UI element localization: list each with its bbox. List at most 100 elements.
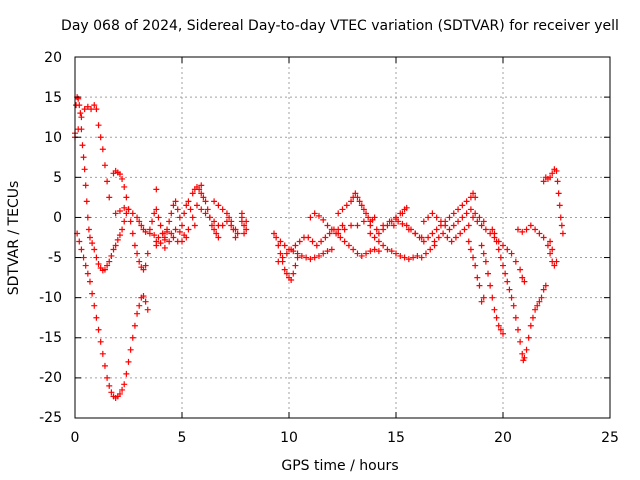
data-point [170, 234, 177, 241]
data-point [110, 246, 117, 253]
data-point [179, 222, 185, 229]
data-point [414, 252, 421, 259]
series-stray [153, 182, 205, 251]
data-point [420, 218, 427, 225]
y-tick-label: -5 [48, 250, 62, 266]
data-point [482, 226, 489, 233]
data-point [303, 254, 310, 261]
data-point [305, 234, 312, 241]
data-point [388, 248, 395, 255]
data-point [472, 262, 479, 269]
data-point [358, 252, 365, 259]
data-point [157, 222, 164, 229]
data-point [489, 294, 496, 301]
data-point [80, 254, 87, 261]
data-point [348, 198, 355, 205]
data-point [410, 254, 417, 261]
data-point [313, 242, 320, 249]
data-point [315, 212, 322, 219]
data-point [206, 214, 213, 221]
data-markers [72, 94, 566, 401]
data-point [343, 202, 350, 209]
data-point [553, 167, 560, 174]
data-point [470, 254, 477, 261]
data-point [375, 248, 382, 255]
data-point [390, 222, 397, 229]
data-point [547, 238, 554, 245]
data-point [536, 230, 543, 237]
data-point [277, 238, 284, 245]
data-point [433, 226, 440, 233]
data-point [517, 266, 524, 273]
data-point [191, 222, 198, 229]
data-point [326, 230, 333, 237]
data-point [153, 242, 160, 249]
data-point [467, 246, 474, 253]
data-point [527, 222, 534, 229]
data-point [318, 238, 325, 245]
data-point [322, 234, 329, 241]
data-point [86, 234, 93, 241]
data-point [155, 234, 162, 241]
data-point [127, 346, 134, 353]
data-point [95, 326, 102, 333]
data-point [519, 274, 526, 281]
data-point [307, 256, 314, 263]
data-point [208, 222, 215, 229]
data-point [429, 230, 436, 237]
data-point [76, 102, 83, 109]
data-point [89, 290, 96, 297]
data-point [341, 238, 348, 245]
data-point [136, 258, 143, 265]
data-point [298, 252, 305, 259]
data-point [101, 162, 108, 169]
data-point [371, 246, 378, 253]
data-point [114, 236, 121, 243]
data-point [219, 206, 226, 213]
data-point [472, 210, 479, 217]
data-point [380, 242, 387, 249]
axis-ticks [74, 56, 611, 419]
data-point [283, 250, 290, 257]
data-point [427, 246, 434, 253]
data-point [185, 226, 192, 233]
data-point [307, 214, 314, 221]
data-point [401, 254, 408, 261]
data-point [470, 190, 477, 197]
data-point [474, 218, 481, 225]
data-point [211, 226, 218, 233]
data-point [500, 330, 506, 337]
data-point [168, 210, 175, 217]
data-point [84, 103, 91, 110]
data-point [373, 226, 380, 233]
data-point [356, 198, 363, 205]
data-point [78, 246, 85, 253]
data-point [403, 204, 410, 211]
x-tick-label: 0 [71, 430, 80, 446]
data-point [271, 230, 278, 237]
y-tick-labels: 20 15 10 5 0 -5 -10 -15 -20 -25 [39, 50, 62, 426]
data-point [497, 326, 504, 333]
data-point [89, 240, 96, 247]
data-point [77, 110, 84, 117]
data-point [294, 250, 301, 257]
data-point [467, 206, 474, 213]
data-point [99, 350, 106, 357]
data-point [418, 254, 425, 261]
data-point [166, 218, 173, 225]
series-arc-aa [489, 226, 549, 364]
series-arc-d [74, 230, 151, 401]
data-point [123, 370, 130, 377]
data-point [502, 270, 509, 277]
data-point [281, 242, 288, 249]
data-point [140, 266, 147, 273]
data-point [170, 202, 177, 209]
data-point [527, 322, 534, 329]
data-point [104, 374, 111, 381]
data-point [131, 242, 138, 249]
data-point [348, 222, 355, 229]
data-point [420, 238, 427, 245]
series-arc-e [110, 167, 151, 273]
data-point [315, 252, 322, 259]
data-point [504, 246, 511, 253]
